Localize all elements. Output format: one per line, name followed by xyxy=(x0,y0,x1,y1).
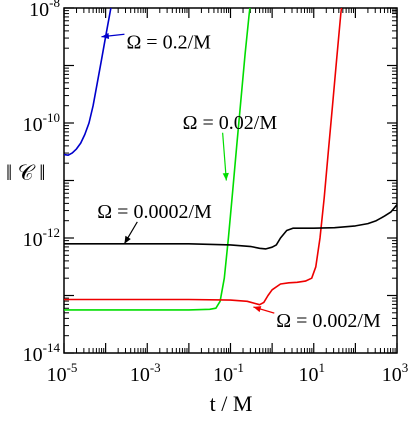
x-tick-label: 101 xyxy=(299,360,326,386)
axis-ticks xyxy=(63,7,398,354)
annotation-arrowhead-1 xyxy=(222,172,229,181)
series-line-1 xyxy=(64,8,251,311)
annotation-arrow-1 xyxy=(222,132,227,181)
y-tick-label: 10-8 xyxy=(29,0,60,21)
plot-frame xyxy=(63,7,398,354)
series-line-2 xyxy=(64,8,343,306)
y-axis-label: ‖ 𝒞 ‖ xyxy=(6,160,45,185)
series-annotation-0: Ω = 0.2/M xyxy=(126,31,211,53)
y-tick-label: 10-12 xyxy=(23,225,60,251)
y-tick-label: 10-14 xyxy=(23,340,61,366)
y-tick-labels: 10-14 10-12 10-10 10-8 xyxy=(23,0,61,366)
x-tick-label: 10-5 xyxy=(47,360,78,386)
series-line-3 xyxy=(64,204,397,250)
series-annotation-3: Ω = 0.002/M xyxy=(276,310,381,332)
x-axis-label: t / M xyxy=(210,391,253,416)
x-tick-label: 103 xyxy=(382,360,409,386)
annotation-arrowhead-2 xyxy=(124,235,131,244)
x-tick-labels: 10-5 10-3 10-1 101 103 xyxy=(47,360,409,386)
series-lines xyxy=(64,8,397,311)
annotation-arrowhead-0 xyxy=(101,32,110,39)
x-tick-label: 10-3 xyxy=(130,360,161,386)
series-annotations: Ω = 0.2/M Ω = 0.02/M Ω = 0.0002/M Ω = 0.002… xyxy=(97,31,381,332)
x-tick-label: 10-1 xyxy=(213,360,244,386)
y-tick-label: 10-10 xyxy=(23,110,60,136)
series-line-0 xyxy=(64,8,112,156)
annotation-arrowhead-3 xyxy=(253,306,262,313)
series-annotation-2: Ω = 0.0002/M xyxy=(97,201,212,223)
series-annotation-1: Ω = 0.02/M xyxy=(183,112,278,134)
